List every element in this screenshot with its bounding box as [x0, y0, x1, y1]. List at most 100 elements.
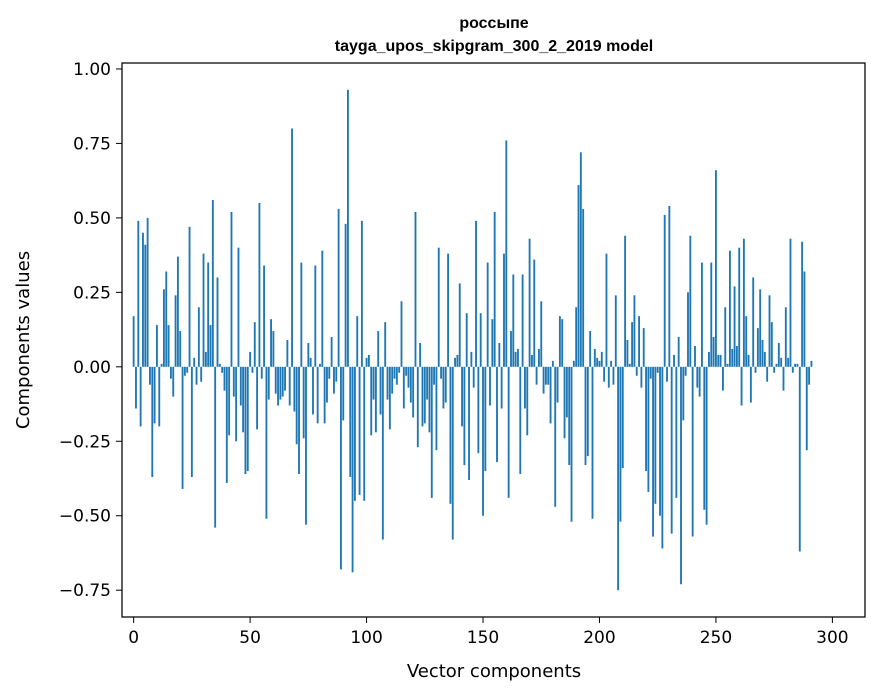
bar-152 — [486, 262, 489, 367]
bar-248 — [710, 262, 713, 367]
bar-10 — [156, 325, 158, 367]
bar-227 — [661, 366, 664, 549]
bar-114 — [398, 366, 401, 373]
bar-259 — [735, 345, 738, 367]
bar-97 — [358, 366, 361, 495]
bar-67 — [288, 366, 291, 406]
bar-222 — [649, 366, 652, 379]
bar-230 — [668, 205, 671, 367]
bar-134 — [444, 366, 447, 403]
bar-226 — [659, 366, 661, 516]
bar-81 — [321, 250, 324, 367]
bar-42 — [230, 211, 233, 367]
bar-154 — [491, 319, 494, 367]
bar-11 — [158, 366, 161, 427]
bar-158 — [500, 366, 503, 409]
y-axis-label: Components values — [13, 251, 34, 429]
bar-213 — [628, 363, 631, 367]
bar-245 — [703, 366, 706, 510]
bar-271 — [763, 351, 766, 367]
bar-233 — [675, 366, 678, 498]
bar-44 — [235, 366, 238, 442]
bar-262 — [742, 238, 745, 367]
bar-282 — [789, 238, 792, 367]
bar-214 — [631, 322, 634, 367]
bar-84 — [328, 366, 331, 379]
bar-286 — [798, 366, 801, 552]
bar-25 — [190, 366, 193, 478]
bar-202 — [603, 366, 606, 382]
bar-177 — [544, 366, 547, 385]
bar-176 — [542, 366, 545, 394]
bar-96 — [356, 316, 359, 367]
bar-5 — [144, 244, 147, 367]
bar-38 — [221, 366, 224, 373]
bar-242 — [696, 366, 699, 388]
x-tick-label: 300 — [816, 628, 848, 648]
bar-168 — [524, 366, 526, 409]
bar-169 — [526, 366, 529, 436]
bar-269 — [759, 289, 762, 367]
bar-1 — [135, 366, 137, 409]
y-tick-label: 0.75 — [73, 134, 111, 154]
bar-290 — [808, 366, 811, 385]
bar-136 — [449, 366, 452, 504]
bar-34 — [211, 200, 214, 367]
bar-106 — [379, 366, 382, 415]
bar-83 — [326, 366, 328, 403]
bar-265 — [749, 366, 752, 403]
bar-237 — [684, 366, 687, 376]
x-tick-label: 200 — [583, 628, 615, 648]
bar-29 — [200, 366, 203, 382]
bar-289 — [805, 366, 808, 451]
x-tick-label: 50 — [239, 628, 261, 648]
bar-27 — [195, 366, 198, 385]
x-tick-label: 0 — [128, 628, 139, 648]
bar-36 — [216, 277, 219, 367]
bar-267 — [754, 366, 757, 373]
bar-145 — [470, 351, 473, 367]
bar-223 — [652, 366, 654, 537]
bar-68 — [291, 128, 293, 367]
x-axis-ticks: 0 50 100 150 200 250 300 — [128, 617, 849, 648]
bar-113 — [395, 366, 398, 385]
bar-47 — [242, 366, 245, 433]
bar-40 — [225, 366, 228, 483]
bar-247 — [708, 351, 710, 367]
bar-116 — [402, 366, 405, 409]
bar-284 — [794, 363, 797, 367]
bar-122 — [416, 366, 419, 448]
bar-107 — [381, 366, 384, 540]
bar-204 — [607, 366, 610, 388]
bar-63 — [279, 366, 282, 400]
y-tick-label: −0.50 — [59, 507, 111, 527]
bar-64 — [281, 366, 284, 397]
bar-60 — [272, 331, 275, 367]
bar-221 — [647, 366, 650, 492]
bar-161 — [507, 366, 510, 498]
bar-281 — [787, 357, 790, 367]
bar-94 — [351, 366, 354, 573]
bar-131 — [437, 247, 440, 367]
bar-240 — [691, 366, 694, 537]
bar-225 — [656, 366, 659, 373]
bar-235 — [680, 366, 682, 585]
bar-99 — [363, 366, 366, 501]
bar-254 — [724, 307, 727, 367]
bar-159 — [503, 253, 505, 367]
bar-91 — [344, 223, 347, 367]
bar-41 — [228, 366, 231, 436]
bar-2 — [137, 220, 140, 367]
bar-130 — [435, 366, 438, 451]
bar-257 — [731, 348, 734, 367]
bar-165 — [517, 348, 519, 367]
bar-153 — [489, 366, 491, 406]
bar-201 — [600, 351, 603, 367]
bar-246 — [705, 366, 708, 525]
bar-206 — [612, 366, 615, 385]
bar-231 — [670, 366, 673, 534]
bar-164 — [514, 351, 517, 367]
bar-151 — [484, 366, 487, 472]
bar-110 — [388, 366, 391, 430]
bar-183 — [558, 316, 561, 367]
